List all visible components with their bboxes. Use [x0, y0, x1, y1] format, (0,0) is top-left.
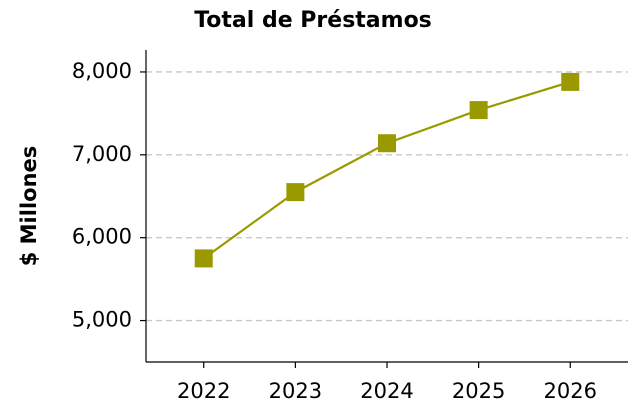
marker: [194, 249, 213, 268]
x-tick-label: 2022: [177, 379, 230, 403]
marker: [469, 101, 488, 120]
x-tick-label: 2024: [360, 379, 413, 403]
y-tick-label: 5,000: [72, 308, 132, 332]
y-tick-label: 7,000: [72, 142, 132, 166]
y-tick-label: 6,000: [72, 225, 132, 249]
x-tick-label: 2025: [452, 379, 505, 403]
y-tick-label: 8,000: [72, 59, 132, 83]
y-axis-label: $ Millones: [17, 146, 41, 267]
marker: [378, 134, 396, 153]
x-tick-label: 2026: [544, 379, 597, 403]
marker: [561, 72, 580, 91]
x-tick-label: 2023: [269, 379, 322, 403]
chart-title: Total de Préstamos: [194, 8, 432, 33]
marker: [286, 183, 305, 202]
line: [203, 80, 571, 260]
